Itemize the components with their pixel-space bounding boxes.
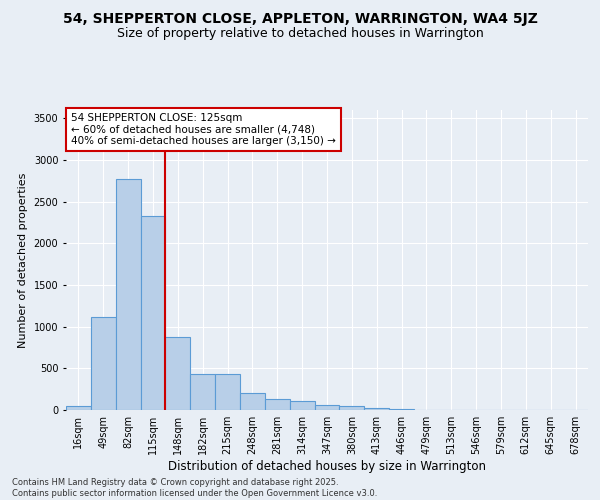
Bar xyxy=(340,406,364,410)
Bar xyxy=(314,405,340,410)
Text: 54 SHEPPERTON CLOSE: 125sqm
← 60% of detached houses are smaller (4,748)
40% of : 54 SHEPPERTON CLOSE: 125sqm ← 60% of det… xyxy=(71,113,336,146)
Text: Size of property relative to detached houses in Warrington: Size of property relative to detached ho… xyxy=(116,28,484,40)
Bar xyxy=(265,399,290,410)
Y-axis label: Number of detached properties: Number of detached properties xyxy=(18,172,28,348)
X-axis label: Distribution of detached houses by size in Warrington: Distribution of detached houses by size … xyxy=(168,460,486,473)
Bar xyxy=(66,406,91,410)
Text: Contains HM Land Registry data © Crown copyright and database right 2025.
Contai: Contains HM Land Registry data © Crown c… xyxy=(12,478,377,498)
Bar xyxy=(116,179,140,410)
Text: 54, SHEPPERTON CLOSE, APPLETON, WARRINGTON, WA4 5JZ: 54, SHEPPERTON CLOSE, APPLETON, WARRINGT… xyxy=(62,12,538,26)
Bar xyxy=(364,408,389,410)
Bar xyxy=(215,374,240,410)
Bar xyxy=(91,316,116,410)
Bar xyxy=(166,336,190,410)
Bar xyxy=(290,401,314,410)
Bar xyxy=(140,216,166,410)
Bar xyxy=(240,392,265,410)
Bar xyxy=(190,374,215,410)
